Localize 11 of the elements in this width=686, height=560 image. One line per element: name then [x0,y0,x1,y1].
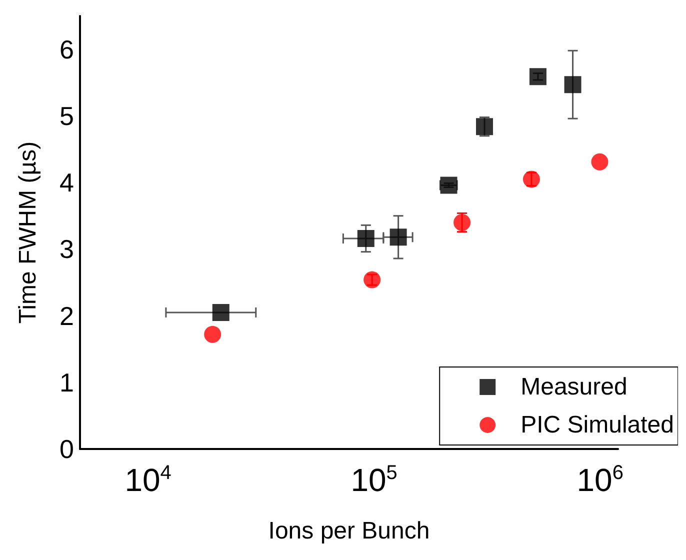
y-tick-label: 3 [60,234,74,264]
y-tick-label: 5 [60,100,74,131]
legend-label: Measured [520,374,628,400]
y-tick-label: 6 [60,34,74,64]
x-axis-title: Ions per Bunch [268,518,430,544]
y-tick-label: 2 [60,300,74,331]
y-axis-title: Time FWHM (µs) [14,141,42,324]
y-tick-label: 1 [60,367,74,398]
y-tick-label: 0 [60,434,74,464]
y-tick-label: 4 [60,168,74,198]
legend-label: PIC Simulated [520,412,674,438]
